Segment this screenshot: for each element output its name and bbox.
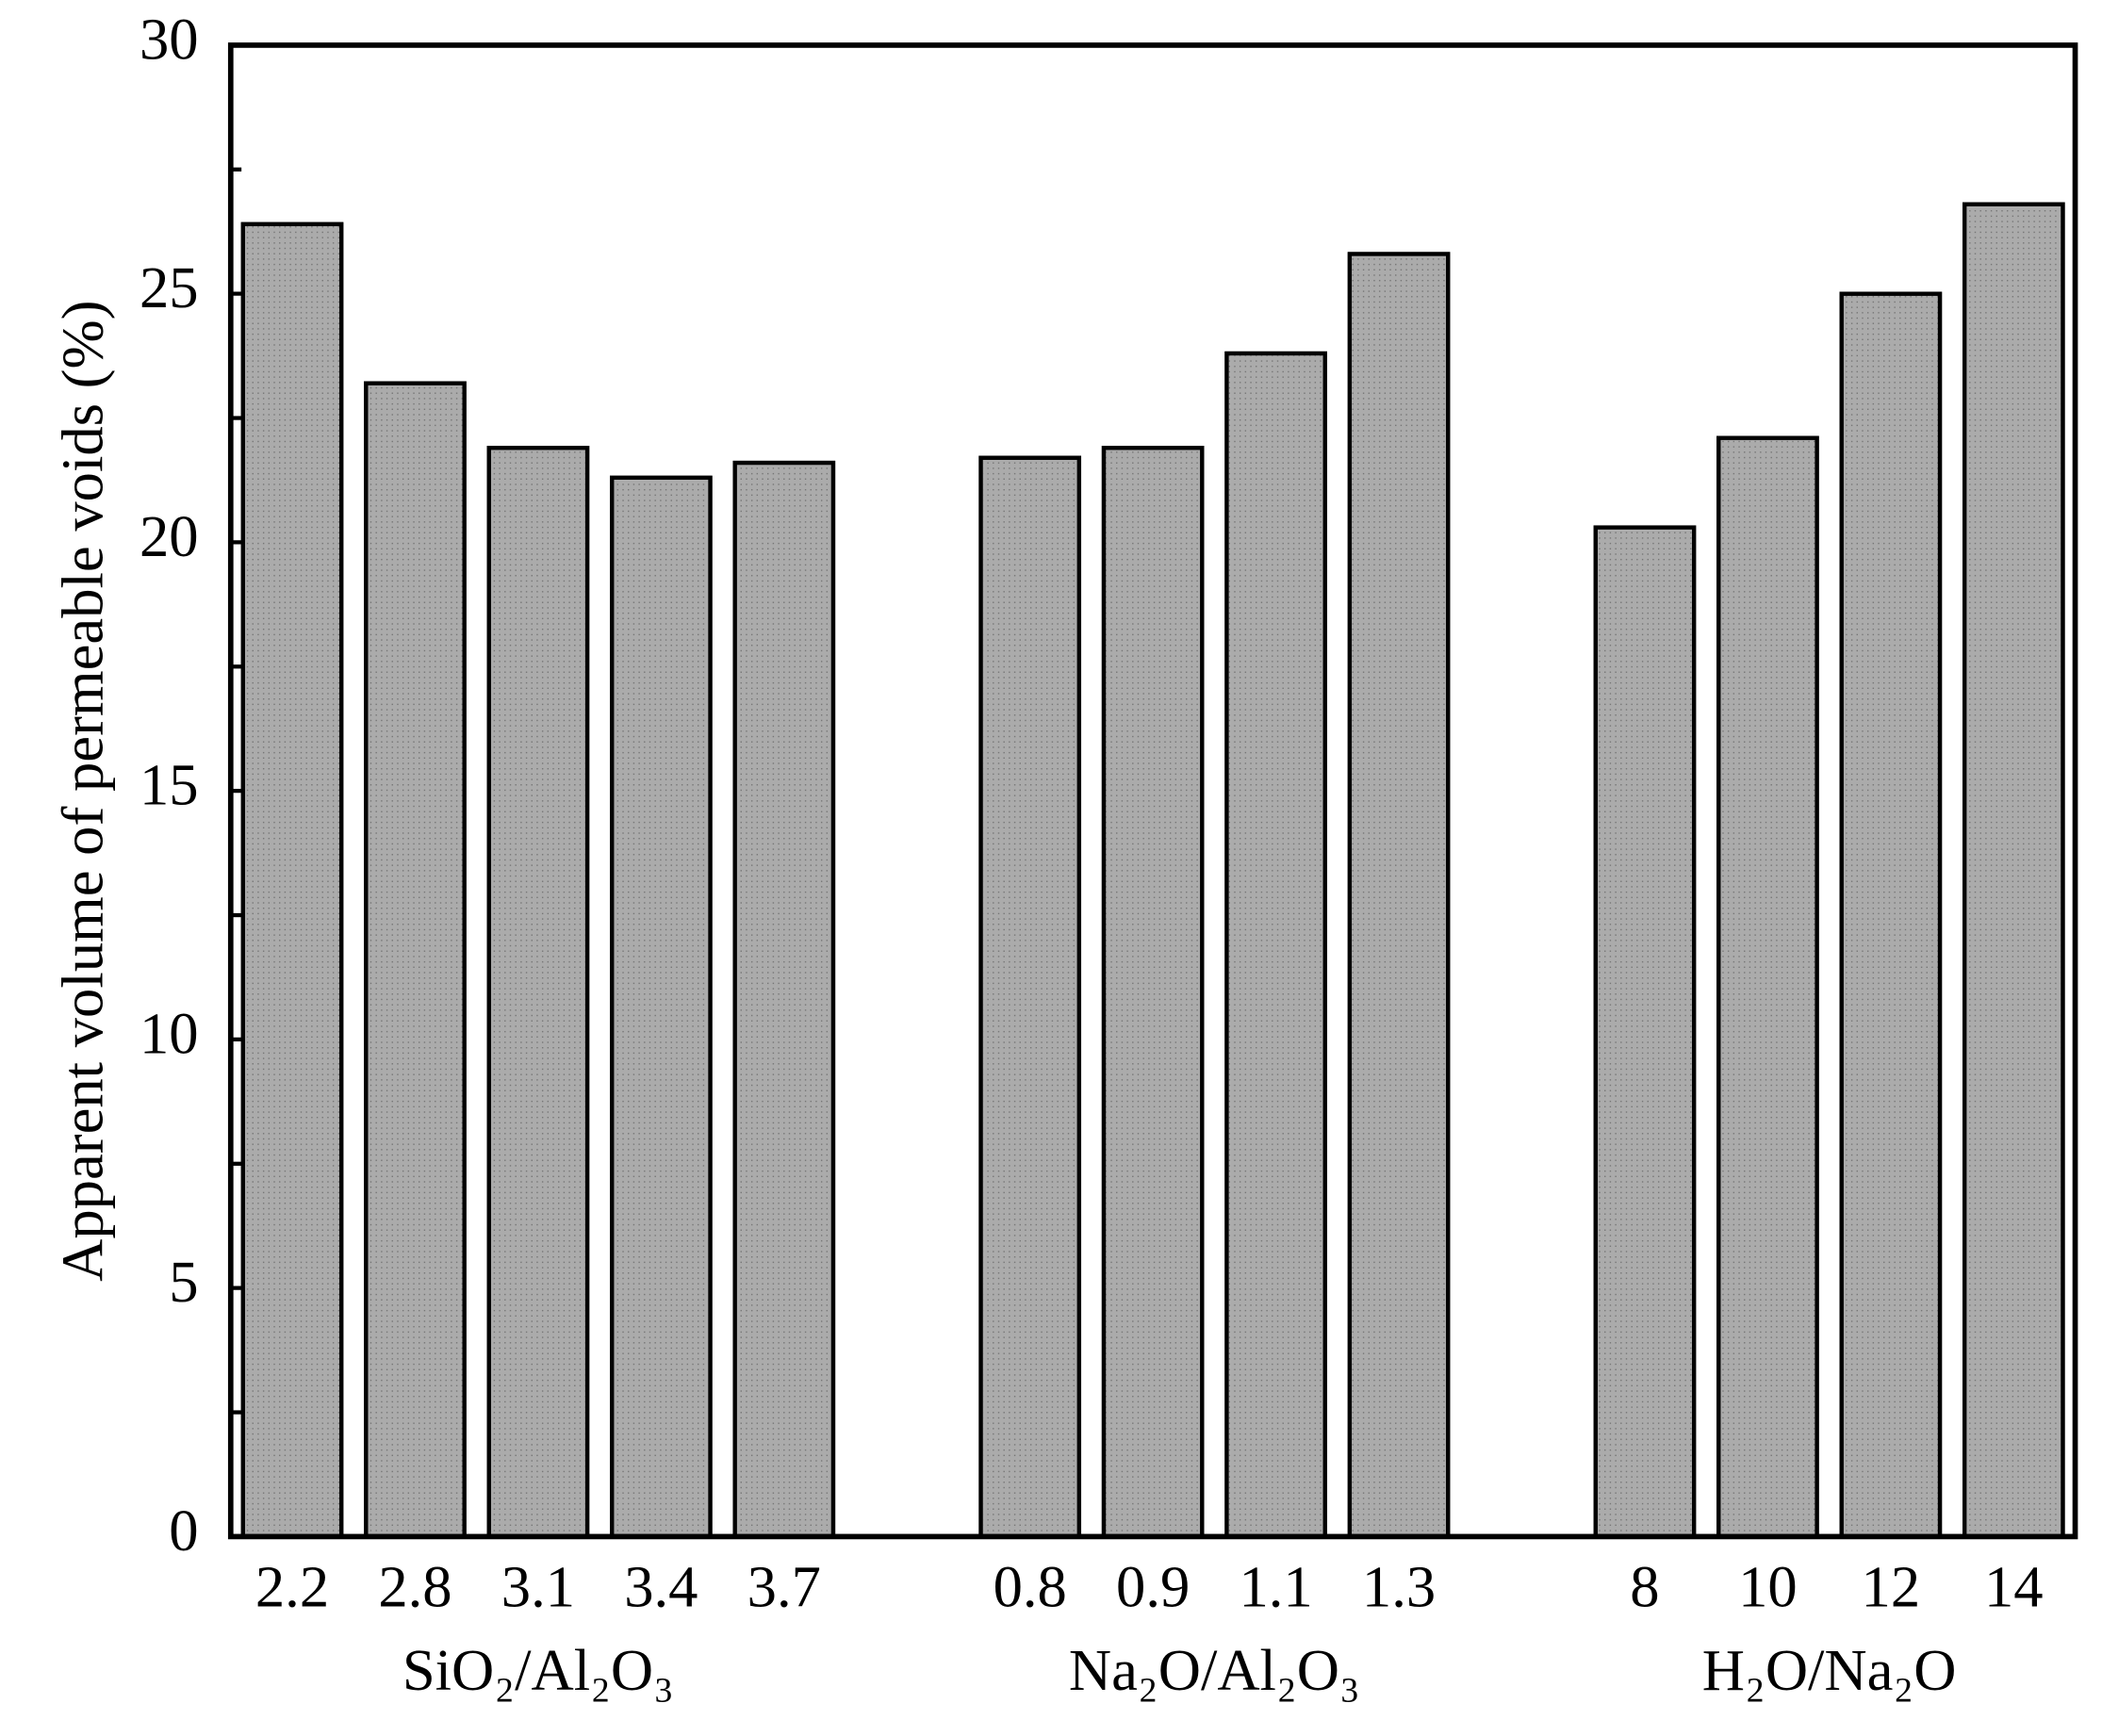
y-tick-label: 15: [140, 752, 199, 818]
group-label: Na₂O/Al₂O₃: [1069, 1637, 1360, 1703]
x-tick-label: 2.2: [255, 1554, 329, 1620]
y-axis-label: Apparent volume of permeable voids (%): [49, 300, 115, 1281]
x-tick-label: 14: [1984, 1554, 2044, 1620]
y-tick-label: 20: [140, 503, 199, 569]
bar-texture: [978, 455, 1082, 1539]
bar-texture: [1593, 525, 1697, 1539]
y-tick-label: 0: [169, 1498, 198, 1564]
bar-texture: [1224, 351, 1327, 1539]
x-tick-label: 8: [1630, 1554, 1659, 1620]
x-tick-label: 2.8: [378, 1554, 452, 1620]
bar-texture: [1716, 435, 1819, 1539]
bar-texture: [1101, 446, 1205, 1539]
x-tick-label: 12: [1862, 1554, 1921, 1620]
bar-texture: [610, 475, 713, 1539]
group-label: SiO₂/Al₂O₃: [402, 1637, 674, 1703]
y-tick-label: 5: [169, 1249, 198, 1315]
bar-texture: [1962, 202, 2065, 1539]
group-label: H₂O/Na₂O: [1702, 1637, 1957, 1703]
x-tick-label: 3.1: [501, 1554, 575, 1620]
x-tick-label: 1.1: [1239, 1554, 1312, 1620]
plot-frame: [227, 42, 2078, 1540]
bar-texture: [486, 446, 590, 1539]
bar-texture: [1839, 291, 1943, 1539]
x-tick-label: 0.9: [1116, 1554, 1190, 1620]
x-tick-label: 10: [1738, 1554, 1798, 1620]
y-tick-label: 25: [140, 254, 199, 320]
y-tick-label: 10: [140, 1000, 199, 1066]
bar-texture: [732, 460, 836, 1539]
x-tick-label: 0.8: [994, 1554, 1067, 1620]
x-tick-label: 1.3: [1362, 1554, 1436, 1620]
bar-texture: [1347, 252, 1451, 1539]
bar-texture: [364, 381, 467, 1539]
x-tick-label: 3.7: [747, 1554, 821, 1620]
x-tick-label: 3.4: [624, 1554, 698, 1620]
y-tick-label: 30: [140, 6, 199, 72]
bar-texture: [240, 221, 344, 1539]
